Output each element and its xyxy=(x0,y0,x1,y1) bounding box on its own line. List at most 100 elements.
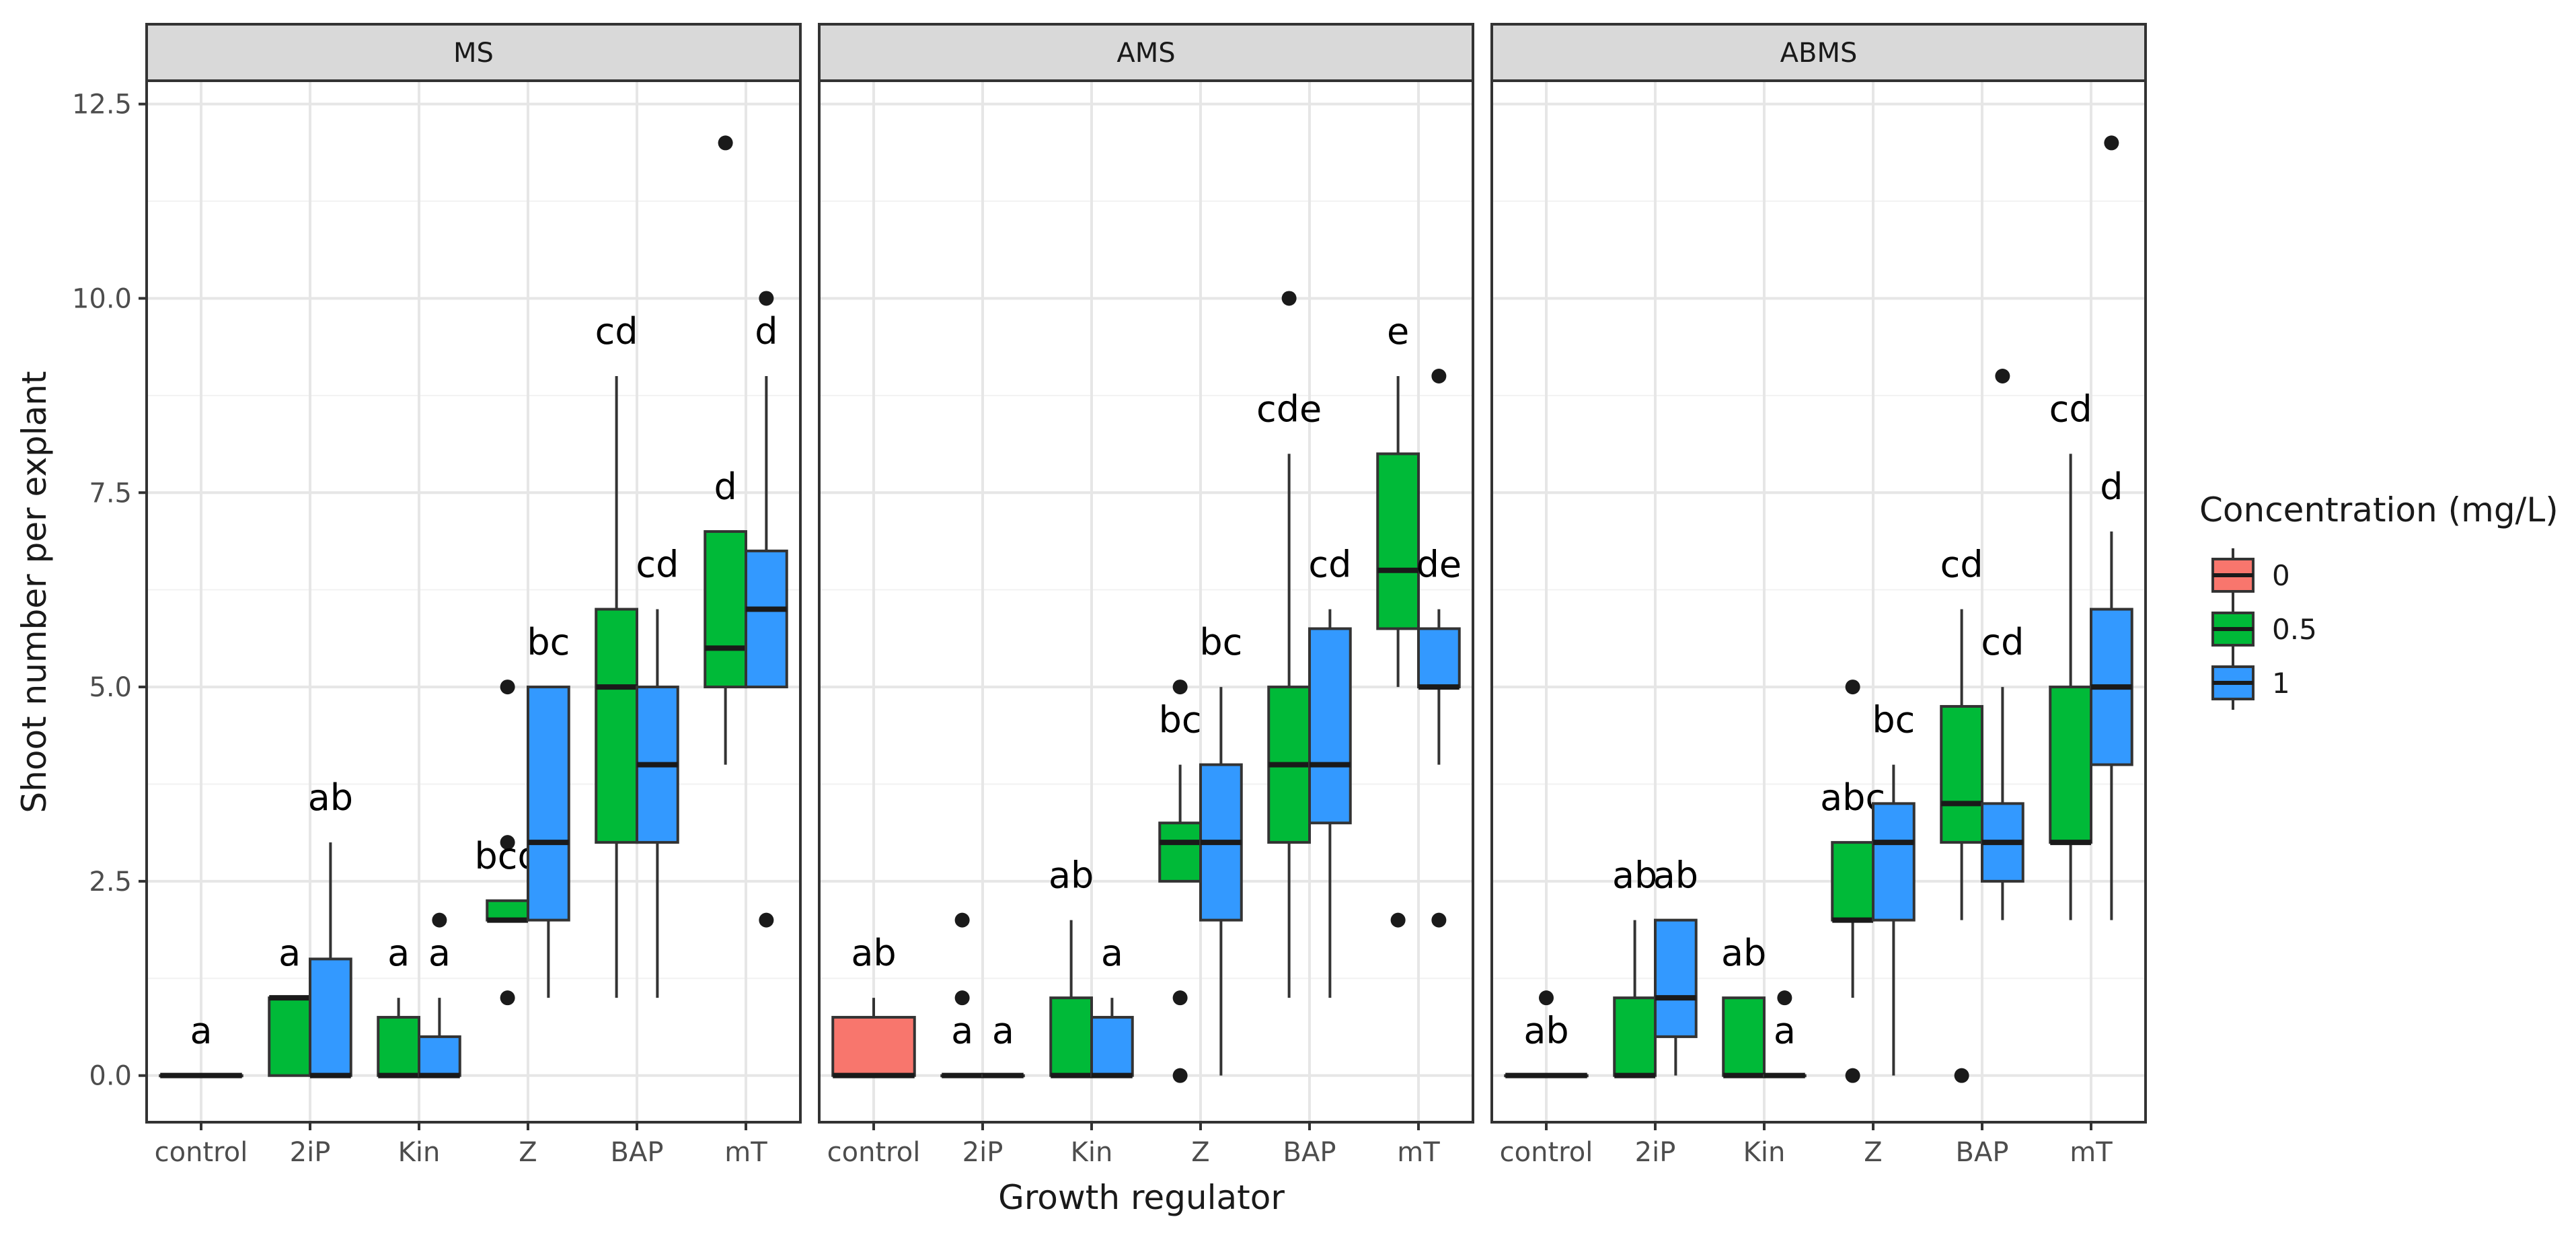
outlier-point xyxy=(718,135,733,151)
significance-letter: bc xyxy=(1872,699,1915,741)
legend-label: 0.5 xyxy=(2272,613,2317,646)
box-ms-z-1: bc xyxy=(527,621,570,998)
box-rect xyxy=(1872,802,1916,922)
x-tick-label: mT xyxy=(2070,1137,2113,1168)
box-ams-bap-1: cd xyxy=(1308,544,1352,998)
outlier-point xyxy=(1845,1068,1860,1083)
x-tick-label: Z xyxy=(519,1137,537,1168)
significance-letter: e xyxy=(1387,310,1409,353)
outlier-point xyxy=(954,912,970,928)
significance-letter: ab xyxy=(1049,854,1094,897)
box-ms-bap-1: cd xyxy=(636,544,679,998)
significance-letter: ab xyxy=(1523,1010,1568,1052)
box-ams-2ip-1: a xyxy=(981,1010,1025,1078)
outlier-point xyxy=(500,680,515,695)
facet-strip xyxy=(818,23,1474,82)
outlier-point xyxy=(1431,368,1447,383)
outlier-point xyxy=(1845,680,1860,695)
significance-letter: de xyxy=(1416,544,1462,586)
significance-letter: bc xyxy=(1159,699,1202,741)
box-ams-kin-0.5: ab xyxy=(1049,854,1094,1078)
outlier-point xyxy=(1172,1068,1188,1083)
box-abms-control-0: ab xyxy=(1504,990,1589,1078)
significance-letter: cd xyxy=(1308,544,1351,586)
significance-letter: a xyxy=(992,1010,1014,1052)
significance-letter: ab xyxy=(851,932,896,974)
significance-letter: a xyxy=(1101,932,1123,974)
significance-letter: cd xyxy=(636,544,679,586)
outlier-point xyxy=(1539,990,1554,1006)
outlier-point xyxy=(1281,291,1297,306)
x-tick-label: BAP xyxy=(611,1137,664,1168)
significance-letter: a xyxy=(278,932,301,974)
box-abms-bap-0.5: cd xyxy=(1940,544,1983,1083)
x-tick-label: 2iP xyxy=(290,1137,331,1168)
x-tick-label: Kin xyxy=(398,1137,441,1168)
y-tick-label: 7.5 xyxy=(89,478,132,509)
panel-background xyxy=(147,81,800,1122)
box-rect xyxy=(1090,1016,1134,1077)
significance-letter: ab xyxy=(308,776,353,819)
significance-letter: ab xyxy=(1612,854,1657,897)
box-rect xyxy=(1158,821,1202,883)
significance-letter: a xyxy=(387,932,410,974)
box-rect xyxy=(1940,704,1983,844)
box-ams-mt-0.5: e xyxy=(1376,310,1420,928)
facet-strip-label: ABMS xyxy=(1780,38,1858,69)
legend-entry-0: 0 xyxy=(2211,548,2290,602)
outlier-point xyxy=(1172,680,1188,695)
box-abms-z-0.5: abc xyxy=(1820,680,1885,1083)
x-tick-label: Z xyxy=(1191,1137,1209,1168)
outlier-point xyxy=(1431,912,1447,928)
box-rect xyxy=(377,1016,420,1077)
legend: Concentration (mg/L) 0 0.5 1 xyxy=(2199,490,2559,710)
box-rect xyxy=(268,996,311,1077)
box-rect xyxy=(1613,996,1657,1077)
facet-strip xyxy=(145,23,802,82)
box-rect xyxy=(595,608,638,844)
outlier-point xyxy=(1777,990,1792,1006)
box-ms-kin-1: a xyxy=(418,912,461,1078)
facet-strip xyxy=(1490,23,2147,82)
facet-strip-label: AMS xyxy=(1116,38,1175,69)
box-ams-kin-1: a xyxy=(1090,932,1134,1078)
significance-letter: bc xyxy=(527,621,570,663)
box-rect xyxy=(2049,686,2092,844)
significance-letter: d xyxy=(755,310,778,353)
box-abms-bap-1: cd xyxy=(1981,368,2024,920)
x-tick-label: 2iP xyxy=(1635,1137,1676,1168)
outlier-point xyxy=(1995,368,2010,383)
significance-letter: ab xyxy=(1653,854,1698,897)
box-ams-z-0.5: bc xyxy=(1158,680,1202,1083)
x-tick-label: control xyxy=(827,1137,921,1168)
x-axis-title: Growth regulator xyxy=(998,1178,1285,1217)
outlier-point xyxy=(500,835,515,850)
x-tick-label: Kin xyxy=(1743,1137,1786,1168)
box-ams-bap-0.5: cde xyxy=(1256,291,1322,998)
outlier-point xyxy=(1954,1068,1969,1083)
y-axis: 0.0 2.5 5.0 7.5 10.0 12.5 xyxy=(72,89,147,1092)
significance-letter: cde xyxy=(1256,388,1322,431)
box-ms-bap-0.5: cd xyxy=(595,310,638,998)
outlier-point xyxy=(759,291,774,306)
box-abms-mt-0.5: cd xyxy=(2049,388,2092,920)
box-rect xyxy=(704,530,747,689)
y-axis-title: Shoot number per explant xyxy=(15,371,54,813)
significance-letter: d xyxy=(714,466,736,508)
significance-letter: a xyxy=(951,1010,973,1052)
y-tick-label: 12.5 xyxy=(72,89,132,120)
y-tick-label: 0.0 xyxy=(89,1061,132,1092)
box-abms-mt-1: d xyxy=(2090,135,2133,920)
box-ams-mt-1: de xyxy=(1416,368,1462,928)
x-tick-label: BAP xyxy=(1956,1137,2009,1168)
y-tick-label: 2.5 xyxy=(89,867,132,897)
box-ams-control-0: ab xyxy=(831,932,916,1078)
x-tick-label: control xyxy=(1500,1137,1593,1168)
box-rect xyxy=(831,1016,916,1077)
box-abms-z-1: bc xyxy=(1872,699,1916,1076)
